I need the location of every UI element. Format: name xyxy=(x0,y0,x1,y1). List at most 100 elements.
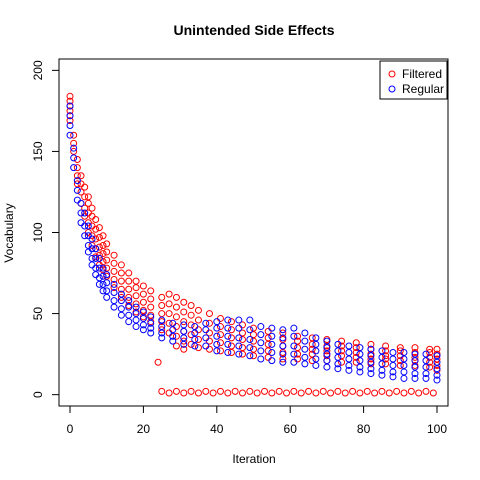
data-point xyxy=(66,107,74,115)
data-point xyxy=(213,340,221,348)
data-point xyxy=(356,357,364,365)
series-filtered xyxy=(66,92,441,397)
data-point xyxy=(81,222,89,230)
data-point xyxy=(367,340,375,348)
data-point xyxy=(250,345,257,353)
data-point xyxy=(180,345,188,353)
data-point xyxy=(92,225,100,233)
y-tick-label: 150 xyxy=(31,141,45,161)
data-point xyxy=(352,348,360,356)
data-point xyxy=(165,290,173,298)
legend-marker xyxy=(388,70,396,78)
data-point xyxy=(73,164,81,172)
y-tick-label: 0 xyxy=(31,391,45,398)
x-tick-label: 0 xyxy=(67,422,74,436)
x-tick-label: 80 xyxy=(357,422,371,436)
data-point xyxy=(66,121,74,129)
data-point xyxy=(194,306,202,314)
data-point xyxy=(227,318,235,326)
data-point xyxy=(165,310,173,318)
data-point xyxy=(66,117,74,125)
data-point xyxy=(132,292,140,300)
data-point xyxy=(139,298,147,306)
data-point xyxy=(396,344,404,352)
data-point xyxy=(389,348,397,356)
data-point xyxy=(66,131,74,139)
data-point xyxy=(246,387,254,395)
data-point xyxy=(253,389,261,397)
data-point xyxy=(77,188,85,196)
data-point xyxy=(165,389,173,397)
data-point xyxy=(389,373,397,381)
data-point xyxy=(202,326,210,334)
x-tick-label: 20 xyxy=(137,422,151,436)
data-point xyxy=(95,280,103,288)
data-point xyxy=(213,347,221,355)
legend-label: Regular xyxy=(402,82,444,96)
data-point xyxy=(117,311,125,319)
data-point xyxy=(294,344,302,352)
data-point xyxy=(422,374,430,382)
data-point xyxy=(216,323,224,331)
data-point xyxy=(257,331,265,339)
data-point xyxy=(378,347,386,355)
data-point xyxy=(110,276,118,284)
data-point xyxy=(261,387,269,395)
data-point xyxy=(382,347,390,355)
data-point xyxy=(84,222,92,230)
data-point xyxy=(70,154,78,162)
data-point xyxy=(378,366,386,374)
data-point xyxy=(308,340,316,348)
data-point xyxy=(334,340,342,348)
data-point xyxy=(117,285,125,293)
data-point xyxy=(238,336,246,344)
data-point xyxy=(235,316,243,324)
data-point xyxy=(246,326,254,334)
data-point xyxy=(227,342,235,350)
data-point xyxy=(172,293,180,301)
data-point xyxy=(132,277,140,285)
data-point xyxy=(187,321,195,329)
data-point xyxy=(205,310,213,318)
y-axis-label: Vocabulary xyxy=(2,203,16,262)
data-point xyxy=(205,319,213,327)
data-point xyxy=(264,347,272,355)
data-point xyxy=(187,301,195,309)
data-point xyxy=(400,368,408,376)
data-point xyxy=(88,204,96,212)
data-point xyxy=(117,305,125,313)
x-axis: 0 20 40 60 80 100 xyxy=(67,405,447,436)
data-point xyxy=(66,112,74,120)
data-point xyxy=(224,389,232,397)
data-point xyxy=(389,355,397,363)
data-point xyxy=(110,284,118,292)
data-point xyxy=(132,316,140,324)
data-point xyxy=(312,389,320,397)
data-point xyxy=(246,352,254,360)
data-point xyxy=(158,329,166,337)
data-point xyxy=(139,321,147,329)
data-point xyxy=(95,243,103,251)
data-point xyxy=(209,389,217,397)
data-point xyxy=(84,193,92,201)
data-point xyxy=(92,235,100,243)
data-point xyxy=(147,329,155,337)
data-point xyxy=(400,348,408,356)
data-point xyxy=(187,387,195,395)
data-point xyxy=(407,387,415,395)
data-point xyxy=(250,324,257,332)
data-point xyxy=(433,361,441,369)
data-point xyxy=(216,347,224,355)
data-point xyxy=(367,370,375,378)
data-point xyxy=(202,319,210,327)
data-point xyxy=(301,353,309,361)
data-point xyxy=(158,387,166,395)
data-point xyxy=(213,332,221,340)
data-point xyxy=(99,250,107,258)
data-point xyxy=(147,319,155,327)
data-point xyxy=(180,340,188,348)
data-point xyxy=(400,355,408,363)
data-point xyxy=(191,323,199,331)
data-point xyxy=(169,337,177,345)
